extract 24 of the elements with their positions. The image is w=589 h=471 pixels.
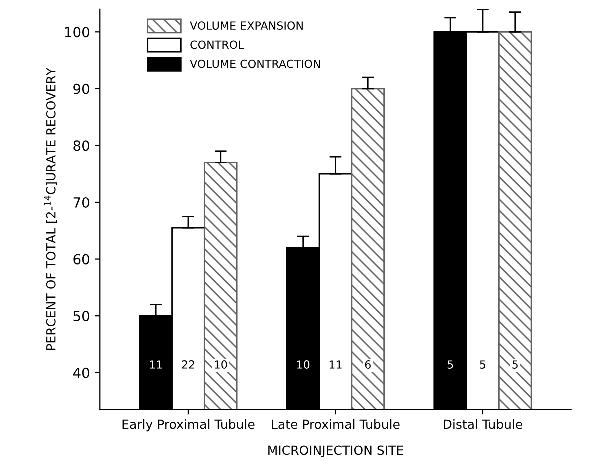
annotation: 5 — [512, 360, 518, 369]
legend-label: VOLUME CONTRACTION — [190, 60, 320, 68]
annotation: 6 — [365, 360, 371, 369]
x-tick-label: Early Proximal Tubule — [122, 419, 255, 432]
y-tick-label: 80 — [74, 140, 90, 152]
annotation: 5 — [448, 360, 454, 369]
annotation: 11 — [150, 360, 162, 369]
y-tick-label: 60 — [74, 254, 90, 265]
x-tick-label: Late Proximal Tubule — [272, 419, 400, 430]
y-tick-label: 100 — [65, 27, 90, 38]
annotation: 10 — [297, 360, 310, 369]
annotation: 22 — [182, 360, 194, 369]
annotation: 11 — [330, 360, 342, 369]
y-tick-label: 70 — [74, 197, 90, 208]
y-tick-label: 50 — [74, 311, 90, 322]
y-tick-label: 90 — [74, 84, 90, 94]
annotation: 5 — [480, 360, 486, 369]
x-axis-title: MICROINJECTION SITE — [268, 446, 404, 458]
annotation: 10 — [215, 360, 228, 369]
legend-label: CONTROL — [190, 40, 244, 50]
x-tick-label: Distal Tubule — [444, 419, 522, 430]
legend-label: VOLUME EXPANSION — [190, 22, 303, 30]
y-axis-title: PERCENT OF TOTAL [2-$^{14}$C]URATE RECOVERY — [44, 68, 58, 350]
y-tick-label: 40 — [73, 368, 90, 378]
